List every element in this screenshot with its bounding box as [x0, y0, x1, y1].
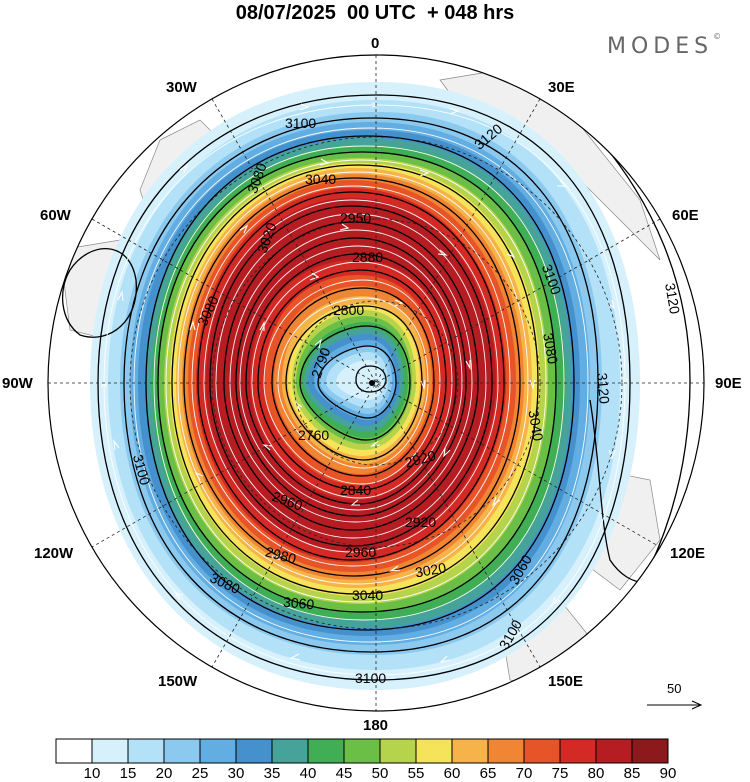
colorbar-swatch: [127, 738, 165, 764]
colorbar-swatch: [235, 738, 273, 764]
lon-label-30e: 30E: [548, 79, 575, 96]
brand-name: MODES: [607, 34, 714, 59]
pole-marker: [369, 380, 375, 386]
colorbar-swatch: [91, 738, 129, 764]
lon-label-120w: 120W: [34, 545, 74, 562]
colorbar-tick-label: 75: [551, 765, 569, 782]
colorbar-tick-label: 20: [155, 765, 173, 782]
contour-label: 3120: [594, 372, 613, 405]
colorbar-swatch: [451, 738, 489, 764]
colorbar-tick-label: 45: [335, 765, 353, 782]
colorbar-tick-label: 15: [119, 765, 137, 782]
contour-label: 3100: [355, 670, 386, 686]
contour-label: 3040: [352, 587, 383, 603]
contour-label: 2920: [405, 514, 436, 530]
colorbar-swatch: [55, 738, 93, 764]
colorbar-tick-label: 10: [83, 765, 101, 782]
colorbar-tick-label: 70: [515, 765, 533, 782]
graticule: [48, 55, 704, 711]
colorbar-swatch: [415, 738, 453, 764]
lon-label-150w: 150W: [158, 673, 198, 690]
lon-label-180: 180: [363, 717, 389, 734]
contour-label-group: 3100 3120 3080 3040 2950 2880 3020 3100 …: [130, 115, 683, 686]
contour-label: 2840: [340, 482, 371, 498]
colorbar-tick-label: 25: [191, 765, 209, 782]
contour-label: 3120: [662, 282, 683, 316]
lon-label-120e: 120E: [670, 545, 706, 562]
contour-label: 2980: [264, 543, 298, 567]
colorbar: [55, 738, 669, 764]
contour-label: 3040: [305, 171, 336, 187]
colorbar-tick-label: 80: [587, 765, 605, 782]
colorbar-swatch: [595, 738, 633, 764]
colorbar-swatch: [307, 738, 345, 764]
map-boundary: [47, 54, 705, 712]
contour-label: 2950: [340, 210, 371, 226]
colorbar-swatch: [271, 738, 309, 764]
colorbar-swatch: [379, 738, 417, 764]
contour-label: 3060: [282, 594, 315, 613]
colorbar-swatch: [487, 738, 525, 764]
brand-logo: MODES©: [607, 32, 722, 59]
lon-label-150e: 150E: [548, 673, 584, 690]
contour-label: 2760: [298, 427, 329, 443]
lon-label-0: 0: [371, 35, 380, 52]
colorbar-tick-label: 60: [443, 765, 461, 782]
colorbar-tick-label: 35: [263, 765, 281, 782]
contour-label: 3040: [525, 409, 546, 443]
contour-label: 3100: [285, 115, 316, 131]
lon-label-30w: 30W: [166, 79, 197, 96]
lon-label-90w: 90W: [2, 375, 33, 392]
colorbar-tick-label: 40: [299, 765, 317, 782]
contour-label: 3100: [130, 453, 154, 487]
colorbar-swatch: [631, 738, 669, 764]
contour-label: 2960: [345, 544, 376, 560]
contour-label: 3080: [540, 332, 561, 366]
colorbar-swatch: [343, 738, 381, 764]
colorbar-tick-label: 90: [659, 765, 677, 782]
lon-label-60w: 60W: [40, 207, 71, 224]
vector-reference-arrow: [647, 700, 703, 710]
colorbar-tick-label: 55: [407, 765, 425, 782]
contour-label: 2880: [352, 249, 383, 265]
vector-reference-label: 50: [667, 681, 682, 696]
contour-label: 2920: [403, 447, 437, 471]
colorbar-swatch: [523, 738, 561, 764]
lon-label-90e: 90E: [715, 375, 742, 392]
contour-label: 2800: [333, 302, 364, 318]
colorbar-tick-label: 65: [479, 765, 497, 782]
colorbar-swatch: [199, 738, 237, 764]
map-title: 08/07/2025 00 UTC + 048 hrs: [235, 2, 515, 24]
colorbar-tick-label: 50: [371, 765, 389, 782]
copyright-mark: ©: [713, 32, 722, 41]
contour-label: 3020: [414, 559, 448, 580]
colorbar-swatch: [163, 738, 201, 764]
wind-streamlines: [104, 104, 625, 675]
wind-speed-field: [48, 55, 704, 711]
lon-label-60e: 60E: [672, 207, 699, 224]
colorbar-tick-label: 30: [227, 765, 245, 782]
colorbar-tick-label: 85: [623, 765, 641, 782]
colorbar-swatch: [559, 738, 597, 764]
